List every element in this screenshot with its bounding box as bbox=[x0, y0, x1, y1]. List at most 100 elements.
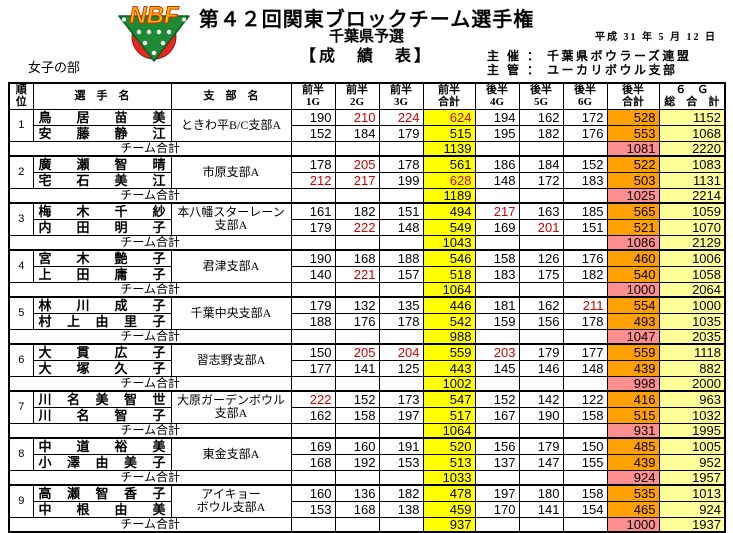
game5-score: 146 bbox=[518, 359, 564, 377]
game2-score: 182 bbox=[334, 202, 380, 220]
second-half-total: 522 bbox=[606, 155, 660, 173]
game1-score: 212 bbox=[290, 171, 336, 189]
game6-score: 154 bbox=[562, 500, 608, 518]
game6-score: 178 bbox=[562, 312, 608, 330]
col-header-game2: 前半 2G bbox=[334, 82, 380, 110]
game5-score: 163 bbox=[518, 202, 564, 220]
game5-score: 172 bbox=[518, 171, 564, 189]
player-name: 上田庸子 bbox=[32, 265, 172, 283]
empty-cell bbox=[518, 281, 564, 297]
game1-score: 178 bbox=[290, 155, 336, 173]
team-total-row: チーム合計 1189 1025 2214 bbox=[8, 187, 726, 203]
game4-score: 145 bbox=[474, 359, 520, 377]
player-row: 9 高瀬智香子アイキョー ボウル支部A 160 136 182 478 197 180 158 5… bbox=[8, 484, 726, 518]
empty-cell bbox=[334, 375, 380, 391]
game6-score: 158 bbox=[562, 484, 608, 502]
game3-score: 182 bbox=[378, 484, 424, 502]
grand-total: 1005 bbox=[658, 437, 726, 455]
grand-total: 1006 bbox=[658, 249, 726, 267]
empty-cell bbox=[290, 422, 336, 438]
player-name: 安藤静江 bbox=[32, 124, 172, 142]
game2-score: 221 bbox=[334, 265, 380, 283]
branch-name: 君津支部A bbox=[170, 249, 292, 283]
game3-score: 148 bbox=[378, 218, 424, 236]
player-row: 6 大貫広子習志野支部A 150 205 204 559 203 179 177 559 1118 bbox=[8, 343, 726, 377]
col-header-game4: 後半 4G bbox=[474, 82, 520, 110]
rank-cell: 8 bbox=[8, 437, 34, 471]
empty-cell bbox=[474, 328, 520, 344]
division-label: 女子の部 bbox=[28, 60, 81, 75]
empty-cell bbox=[562, 281, 608, 297]
game6-score: 152 bbox=[562, 155, 608, 173]
first-half-total: 561 bbox=[422, 155, 476, 173]
grand-total: 1035 bbox=[658, 312, 726, 330]
team-total-label: チーム合計 bbox=[8, 187, 292, 203]
game4-score: 152 bbox=[474, 390, 520, 408]
player-row: 安藤静江 152 184 179 515 195 182 176 553 1068 bbox=[9, 124, 726, 142]
game4-score: 194 bbox=[474, 108, 520, 126]
branch-name: 東金支部A bbox=[170, 437, 292, 471]
empty-cell bbox=[474, 375, 520, 391]
empty-cell bbox=[334, 187, 380, 203]
game1-score: 169 bbox=[290, 437, 336, 455]
team-grand-total: 2220 bbox=[658, 140, 726, 156]
col-header-player-name: 選 手 名 bbox=[32, 82, 172, 110]
game1-score: 190 bbox=[290, 108, 336, 126]
team-grand-total: 2129 bbox=[658, 234, 726, 250]
game4-score: 197 bbox=[474, 484, 520, 502]
player-name: 川名美智世 bbox=[32, 390, 172, 408]
player-row: 8 中道裕美東金支部A 169 160 191 520 156 179 150 485 1005 bbox=[8, 437, 726, 471]
col-header-game6: 後半 6G bbox=[562, 82, 608, 110]
player-name: 大貫広子 bbox=[32, 343, 172, 361]
game4-score: 148 bbox=[474, 171, 520, 189]
game3-score: 199 bbox=[378, 171, 424, 189]
rank-cell: 6 bbox=[8, 343, 34, 377]
game1-score: 162 bbox=[290, 406, 336, 424]
game2-score: 136 bbox=[334, 484, 380, 502]
empty-cell bbox=[290, 140, 336, 156]
game5-score: 180 bbox=[518, 484, 564, 502]
team-grand-total: 2000 bbox=[658, 375, 726, 391]
grand-total: 1013 bbox=[658, 484, 726, 502]
game6-score: 211 bbox=[562, 296, 608, 314]
team-second-half-total: 1086 bbox=[606, 234, 660, 250]
empty-cell bbox=[378, 469, 424, 485]
empty-cell bbox=[474, 422, 520, 438]
empty-cell bbox=[378, 516, 424, 532]
team-total-label: チーム合計 bbox=[8, 281, 292, 297]
second-half-total: 553 bbox=[606, 124, 660, 142]
game3-score: 138 bbox=[378, 500, 424, 518]
game3-score: 173 bbox=[378, 390, 424, 408]
team-total-label: チーム合計 bbox=[8, 328, 292, 344]
empty-cell bbox=[518, 469, 564, 485]
branch-name: 市原支部A bbox=[170, 155, 292, 189]
col-header-branch: 支 部 名 bbox=[170, 82, 292, 110]
empty-cell bbox=[562, 469, 608, 485]
game4-score: 217 bbox=[474, 202, 520, 220]
game5-score: 141 bbox=[518, 500, 564, 518]
game6-score: 183 bbox=[562, 171, 608, 189]
first-half-total: 478 bbox=[422, 484, 476, 502]
second-half-total: 540 bbox=[606, 265, 660, 283]
col-header-grand-total: ６ Ｇ 総 合 計 bbox=[658, 82, 726, 110]
game5-score: 179 bbox=[518, 343, 564, 361]
team-first-half-total: 1139 bbox=[422, 140, 476, 156]
empty-cell bbox=[334, 234, 380, 250]
player-row: 上田庸子 140 221 157 518 183 175 182 540 1058 bbox=[9, 265, 726, 283]
col-header-second-half-total: 後半 合計 bbox=[606, 82, 660, 110]
page-title: 第４２回関東ブロックチーム選手権 bbox=[198, 9, 535, 31]
game3-score: 151 bbox=[378, 202, 424, 220]
empty-cell bbox=[518, 328, 564, 344]
first-half-total: 559 bbox=[422, 343, 476, 361]
player-row: 7 川名美智世大原ガーデンボウル 支部A 222 152 173 547 152 142 122… bbox=[8, 390, 726, 424]
player-name: 村上由里子 bbox=[32, 312, 172, 330]
team-total-row: チーム合計 937 1000 1937 bbox=[8, 516, 726, 532]
second-half-total: 565 bbox=[606, 202, 660, 220]
game6-score: 122 bbox=[562, 390, 608, 408]
game1-score: 190 bbox=[290, 249, 336, 267]
branch-name: 本八幡スターレーン支部A bbox=[170, 202, 292, 236]
col-header-rank: 順 位 bbox=[8, 82, 34, 110]
empty-cell bbox=[290, 375, 336, 391]
team-total-row: チーム合計 1064 1000 2064 bbox=[8, 281, 726, 297]
grand-total: 1058 bbox=[658, 265, 726, 283]
